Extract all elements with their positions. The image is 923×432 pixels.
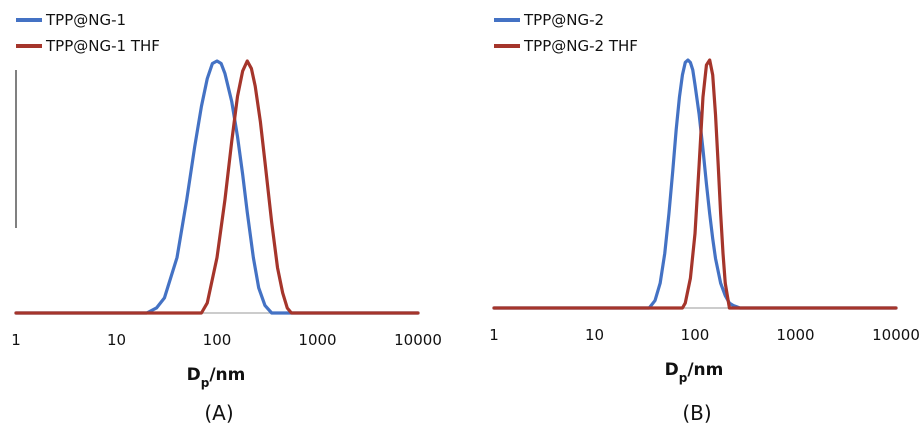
series-line-primary: [14, 59, 420, 315]
series-line-thf: [492, 58, 898, 310]
x-axis-title: Dp/nm: [665, 360, 724, 385]
legend-label: TPP@NG-2 THF: [523, 37, 638, 55]
panel-label: (B): [682, 401, 711, 425]
x-tick-label: 10: [585, 326, 604, 344]
legend-label: TPP@NG-2: [523, 11, 604, 29]
series-line-thf: [14, 59, 420, 315]
x-tick-label: 100: [203, 331, 232, 349]
x-tick-label: 1: [11, 331, 21, 349]
legend-label: TPP@NG-1: [45, 11, 126, 29]
x-tick-label: 1000: [776, 326, 814, 344]
legend-label: TPP@NG-1 THF: [45, 37, 160, 55]
x-tick-label: 10000: [394, 331, 442, 349]
x-tick-label: 10: [107, 331, 126, 349]
series-line-primary: [492, 58, 898, 310]
x-axis-title: Dp/nm: [187, 365, 246, 390]
x-tick-label: 1000: [298, 331, 336, 349]
panel-a: 1 10 100 1000 10000 TPP@NG-1 TPP@NG-1 THF Dp/nm…: [11, 11, 442, 425]
x-tick-label: 100: [681, 326, 710, 344]
x-tick-label: 1: [489, 326, 499, 344]
panel-b: 1 10 100 1000 10000 TPP@NG-2 TPP@NG-2 THF Dp/nm…: [489, 11, 920, 425]
x-tick-label: 10000: [872, 326, 920, 344]
panel-label: (A): [204, 401, 233, 425]
